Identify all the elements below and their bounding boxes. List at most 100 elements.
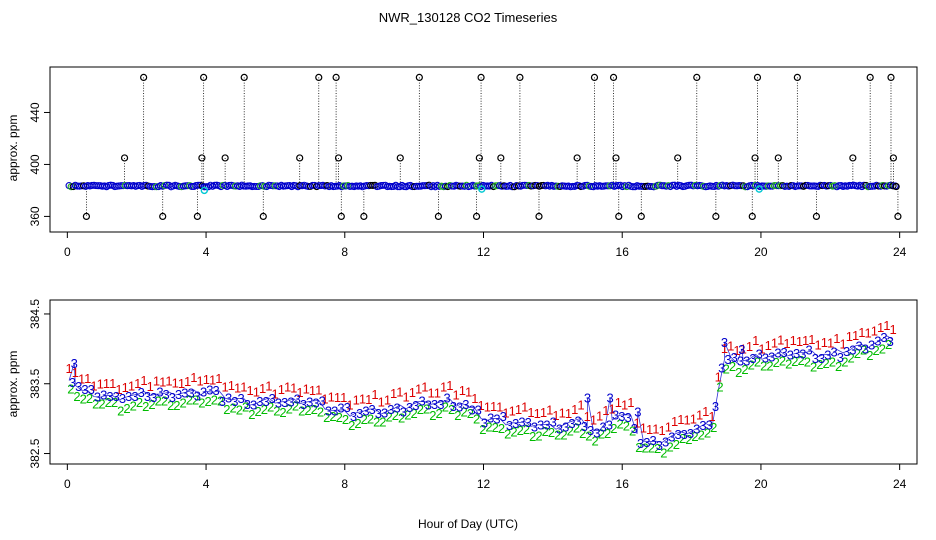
series-1-point: 1 <box>808 332 815 347</box>
series-3-point: 3 <box>113 389 120 404</box>
series-3-point: 3 <box>512 416 519 431</box>
series-1-point: 1 <box>815 338 822 353</box>
series-1-point: 1 <box>159 375 166 390</box>
series-3-point: 3 <box>244 397 251 412</box>
series-2-point: 2 <box>361 412 368 427</box>
series-2-point: 2 <box>629 424 636 439</box>
series-3-point: 3 <box>381 406 388 421</box>
series-3-point: 3 <box>887 334 894 349</box>
series-1-point: 1 <box>321 391 328 406</box>
series-1-point: 1 <box>690 412 697 427</box>
series-2-point: 2 <box>80 392 87 407</box>
series-1-point: 1 <box>727 339 734 354</box>
series-2-point: 2 <box>67 382 74 397</box>
series-2-point: 2 <box>417 402 424 417</box>
series-3-point: 3 <box>425 398 432 413</box>
x-axis-label: Hour of Day (UTC) <box>418 517 518 531</box>
series-1-point: 1 <box>390 386 397 401</box>
series-2-point: 2 <box>804 354 811 369</box>
series-3-point: 3 <box>131 389 138 404</box>
series-3-point: 3 <box>631 421 638 436</box>
series-2-point: 2 <box>729 359 736 374</box>
series-3-point: 3 <box>337 400 344 415</box>
bot-xtick-label: 16 <box>616 477 630 491</box>
series-1-point: 1 <box>184 374 191 389</box>
series-2-point: 2 <box>229 401 236 416</box>
series-1-point: 1 <box>134 376 141 391</box>
series-2-point: 2 <box>567 423 574 438</box>
outlier-point <box>198 154 206 162</box>
series-1-point: 1 <box>827 335 834 350</box>
series-3-point: 3 <box>531 419 538 434</box>
series-2-point: 2 <box>592 434 599 449</box>
series-1-point: 1 <box>590 413 597 428</box>
outlier-point <box>894 212 902 221</box>
series-1-point: 1 <box>215 371 222 386</box>
series-3-point: 3 <box>649 433 656 448</box>
series-2-point: 2 <box>411 406 418 421</box>
series-3-point: 3 <box>587 423 594 438</box>
series-1-point: 1 <box>534 406 541 421</box>
series-3-point: 3 <box>119 391 126 406</box>
series-1-point: 1 <box>802 333 809 348</box>
series-2-point: 2 <box>679 431 686 446</box>
series-3-point: 3 <box>781 345 788 360</box>
top-ytick-label: 440 <box>28 102 42 122</box>
series-1-point: 1 <box>552 408 559 423</box>
bot-xtick-label: 0 <box>64 477 71 491</box>
series-1-point: 1 <box>465 384 472 399</box>
series-2-point: 2 <box>810 360 817 375</box>
series-1-point: 1 <box>883 318 890 333</box>
series-2-point: 2 <box>73 389 80 404</box>
series-3-point: 3 <box>662 434 669 449</box>
series-3-point: 3 <box>624 410 631 425</box>
series-3-point: 3 <box>812 351 819 366</box>
series-3-point: 3 <box>500 409 507 424</box>
bot-ytick-label: 384.5 <box>28 299 42 329</box>
series-1-point: 1 <box>646 422 653 437</box>
series-3-point: 3 <box>231 394 238 409</box>
top-panel-plot-frame <box>49 66 918 233</box>
series-3-point: 3 <box>762 351 769 366</box>
series-3-point: 3 <box>556 422 563 437</box>
outlier-point <box>334 154 343 162</box>
series-3-point: 3 <box>487 411 494 426</box>
series-3-point: 3 <box>437 397 444 412</box>
series-1-point: 1 <box>683 413 690 428</box>
series-1-point: 1 <box>421 379 428 394</box>
series-2-point: 2 <box>748 358 755 373</box>
outlier-point <box>120 154 129 162</box>
series-3-point: 3 <box>674 427 681 442</box>
bot-xtick-label: 24 <box>893 477 907 491</box>
top-xtick-label: 12 <box>477 245 491 259</box>
series-3-point: 3 <box>737 354 744 369</box>
series-1-point: 1 <box>403 390 410 405</box>
series-3-point: 3 <box>712 399 719 414</box>
series-1-point: 1 <box>783 336 790 351</box>
series-3-point: 3 <box>880 330 887 345</box>
series-3-point: 3 <box>518 415 525 430</box>
series-2-point: 2 <box>373 415 380 430</box>
series-3-point: 3 <box>418 394 425 409</box>
series-3-point: 3 <box>200 385 207 400</box>
series-3-point: 3 <box>818 351 825 366</box>
series-1-point: 1 <box>852 328 859 343</box>
series-1-point: 1 <box>452 387 459 402</box>
top-ytick-label: 400 <box>28 154 42 174</box>
series-3-point: 3 <box>830 344 837 359</box>
series-1-point: 1 <box>871 324 878 339</box>
series-3-point: 3 <box>731 350 738 365</box>
series-2-point: 2 <box>292 399 299 414</box>
series-1-point: 1 <box>271 387 278 402</box>
series-1-point: 1 <box>240 379 247 394</box>
outlier-point <box>866 73 874 81</box>
series-1-point: 1 <box>353 393 360 408</box>
series-3-point: 3 <box>618 409 625 424</box>
series-2-point: 2 <box>136 395 143 410</box>
series-1-point: 1 <box>428 385 435 400</box>
outlier-point <box>812 212 821 221</box>
series-3-point: 3 <box>743 353 750 368</box>
series-3-point: 3 <box>824 348 831 363</box>
series-1-point: 1 <box>197 373 204 388</box>
